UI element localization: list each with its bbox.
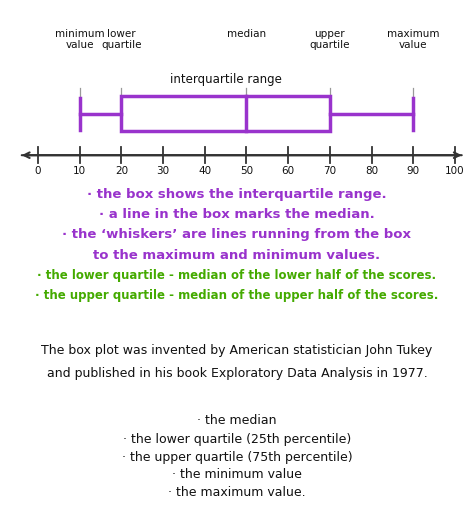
Text: · a line in the box marks the median.: · a line in the box marks the median. bbox=[99, 208, 375, 221]
Text: · the upper quartile - median of the upper half of the scores.: · the upper quartile - median of the upp… bbox=[35, 289, 439, 302]
Text: The box plot was invented by American statistician John Tukey: The box plot was invented by American st… bbox=[41, 344, 433, 357]
Text: lower
quartile: lower quartile bbox=[101, 29, 142, 50]
Text: upper
quartile: upper quartile bbox=[310, 29, 350, 50]
Text: 60: 60 bbox=[282, 166, 295, 176]
Text: · the minimum value: · the minimum value bbox=[172, 468, 302, 481]
Text: 70: 70 bbox=[323, 166, 337, 176]
Text: · the median: · the median bbox=[197, 415, 277, 427]
Text: box-and-whisker plot: box-and-whisker plot bbox=[138, 3, 336, 21]
Text: 40: 40 bbox=[198, 166, 211, 176]
Text: © Jenny Eather 2014: © Jenny Eather 2014 bbox=[185, 509, 289, 519]
Text: 100: 100 bbox=[445, 166, 465, 176]
Text: minimum
value: minimum value bbox=[55, 29, 104, 50]
Text: maximum
value: maximum value bbox=[387, 29, 439, 50]
Text: also called a box plot: also called a box plot bbox=[141, 310, 333, 326]
Text: a data summary based on five numbers: a data summary based on five numbers bbox=[58, 393, 416, 407]
Text: · the lower quartile - median of the lower half of the scores.: · the lower quartile - median of the low… bbox=[37, 269, 437, 282]
Text: · the box shows the interquartile range.: · the box shows the interquartile range. bbox=[87, 187, 387, 201]
Text: 10: 10 bbox=[73, 166, 86, 176]
Bar bbox=[121, 96, 330, 131]
Text: median: median bbox=[227, 29, 266, 39]
Text: 20: 20 bbox=[115, 166, 128, 176]
Text: and published in his book Exploratory Data Analysis in 1977.: and published in his book Exploratory Da… bbox=[46, 367, 428, 380]
Text: interquartile range: interquartile range bbox=[170, 74, 282, 87]
Text: · the maximum value.: · the maximum value. bbox=[168, 487, 306, 499]
Text: to the maximum and minimum values.: to the maximum and minimum values. bbox=[93, 249, 381, 261]
Text: 90: 90 bbox=[407, 166, 420, 176]
Text: 30: 30 bbox=[156, 166, 170, 176]
Text: 80: 80 bbox=[365, 166, 378, 176]
Text: · the lower quartile (25th percentile): · the lower quartile (25th percentile) bbox=[123, 433, 351, 446]
Text: · the upper quartile (75th percentile): · the upper quartile (75th percentile) bbox=[122, 450, 352, 464]
Text: · the ‘whiskers’ are lines running from the box: · the ‘whiskers’ are lines running from … bbox=[63, 228, 411, 242]
Text: 50: 50 bbox=[240, 166, 253, 176]
Text: 0: 0 bbox=[35, 166, 41, 176]
